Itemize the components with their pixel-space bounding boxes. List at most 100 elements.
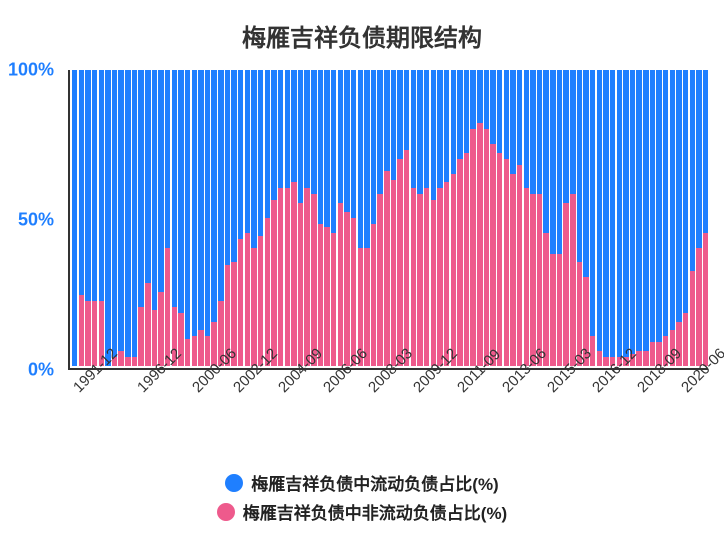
bar-segment-noncurrent <box>451 174 456 366</box>
bar-column <box>304 70 309 366</box>
x-axis-labels: 1991-121996-122000-062002-122004-092006-… <box>68 378 708 478</box>
bar-segment-noncurrent <box>504 159 509 366</box>
bar-segment-current <box>211 70 216 322</box>
bar-segment-noncurrent <box>397 159 402 366</box>
bar-segment-noncurrent <box>251 248 256 366</box>
bar-segment-current <box>245 70 250 233</box>
y-axis-tick-label: 100% <box>8 60 54 81</box>
bar-segment-noncurrent <box>597 351 602 366</box>
bar-segment-current <box>158 70 163 292</box>
bar-column <box>118 70 123 366</box>
bar-column <box>650 70 655 366</box>
bar-segment-noncurrent <box>563 203 568 366</box>
bar-segment-current <box>650 70 655 342</box>
bar-segment-noncurrent <box>510 174 515 366</box>
bar-segment-noncurrent <box>703 233 708 366</box>
bar-column <box>703 70 708 366</box>
bar-column <box>99 70 104 366</box>
bar-segment-noncurrent <box>457 159 462 366</box>
bar-column <box>623 70 628 366</box>
bar-column <box>550 70 555 366</box>
bar-segment-current <box>251 70 256 248</box>
x-axis-tick-label: 1996-12 <box>134 384 146 396</box>
bar-segment-current <box>424 70 429 188</box>
bar-column <box>185 70 190 366</box>
x-axis-tick-label: 2006-06 <box>320 384 332 396</box>
bar-segment-current <box>145 70 150 283</box>
bar-column <box>577 70 582 366</box>
bar-column <box>338 70 343 366</box>
bar-segment-noncurrent <box>377 194 382 366</box>
bar-segment-noncurrent <box>364 248 369 366</box>
bar-segment-current <box>484 70 489 129</box>
bar-segment-current <box>172 70 177 307</box>
bar-segment-current <box>610 70 615 357</box>
bar-column <box>391 70 396 366</box>
bar-segment-noncurrent <box>384 171 389 366</box>
bar-segment-current <box>490 70 495 144</box>
bar-column <box>125 70 130 366</box>
bar-segment-current <box>338 70 343 203</box>
bar-column <box>178 70 183 366</box>
bar-segment-current <box>225 70 230 265</box>
bar-segment-current <box>643 70 648 351</box>
bar-segment-current <box>656 70 661 342</box>
bar-column <box>570 70 575 366</box>
bar-segment-noncurrent <box>198 330 203 366</box>
bar-segment-noncurrent <box>490 144 495 366</box>
bar-column <box>198 70 203 366</box>
bar-column <box>431 70 436 366</box>
bar-column <box>238 70 243 366</box>
bar-segment-noncurrent <box>291 182 296 366</box>
bar-segment-current <box>331 70 336 233</box>
bar-segment-current <box>318 70 323 224</box>
bar-column <box>384 70 389 366</box>
bar-segment-current <box>304 70 309 188</box>
bar-segment-current <box>324 70 329 227</box>
x-axis-tick-label: 2015-03 <box>544 384 556 396</box>
legend-dot-icon <box>225 474 243 492</box>
bar-column <box>656 70 661 366</box>
bar-segment-noncurrent <box>424 188 429 366</box>
bar-segment-current <box>583 70 588 277</box>
x-axis-tick-label: 2009-12 <box>410 384 422 396</box>
bar-segment-noncurrent <box>431 200 436 366</box>
bar-segment-current <box>92 70 97 301</box>
bar-segment-current <box>198 70 203 330</box>
bar-segment-noncurrent <box>265 218 270 366</box>
bar-segment-noncurrent <box>324 227 329 366</box>
bar-column <box>152 70 157 366</box>
bar-column <box>318 70 323 366</box>
legend: 梅雁吉祥负债中流动负债占比(%) 梅雁吉祥负债中非流动负债占比(%) <box>0 470 724 524</box>
bar-segment-current <box>703 70 708 233</box>
bar-segment-current <box>636 70 641 351</box>
bar-segment-noncurrent <box>417 194 422 366</box>
x-axis-tick-label: 2000-06 <box>189 384 201 396</box>
bar-segment-noncurrent <box>411 188 416 366</box>
bar-segment-current <box>464 70 469 153</box>
bar-column <box>524 70 529 366</box>
bar-segment-current <box>690 70 695 271</box>
bar-segment-noncurrent <box>185 339 190 366</box>
bar-segment-noncurrent <box>205 336 210 366</box>
bar-segment-noncurrent <box>238 239 243 366</box>
bar-segment-current <box>683 70 688 313</box>
bar-column <box>477 70 482 366</box>
bar-segment-noncurrent <box>464 153 469 366</box>
bar-segment-current <box>457 70 462 159</box>
legend-item-current: 梅雁吉祥负债中流动负债占比(%) <box>225 470 498 495</box>
bar-column <box>132 70 137 366</box>
bar-segment-current <box>265 70 270 218</box>
bar-segment-noncurrent <box>298 203 303 366</box>
bar-segment-current <box>570 70 575 194</box>
bar-column <box>79 70 84 366</box>
bar-column <box>597 70 602 366</box>
bar-column <box>557 70 562 366</box>
bar-segment-current <box>676 70 681 322</box>
bar-column <box>158 70 163 366</box>
bar-column <box>344 70 349 366</box>
bar-segment-current <box>205 70 210 336</box>
bar-segment-current <box>192 70 197 336</box>
bar-segment-noncurrent <box>278 188 283 366</box>
bar-segment-noncurrent <box>245 233 250 366</box>
